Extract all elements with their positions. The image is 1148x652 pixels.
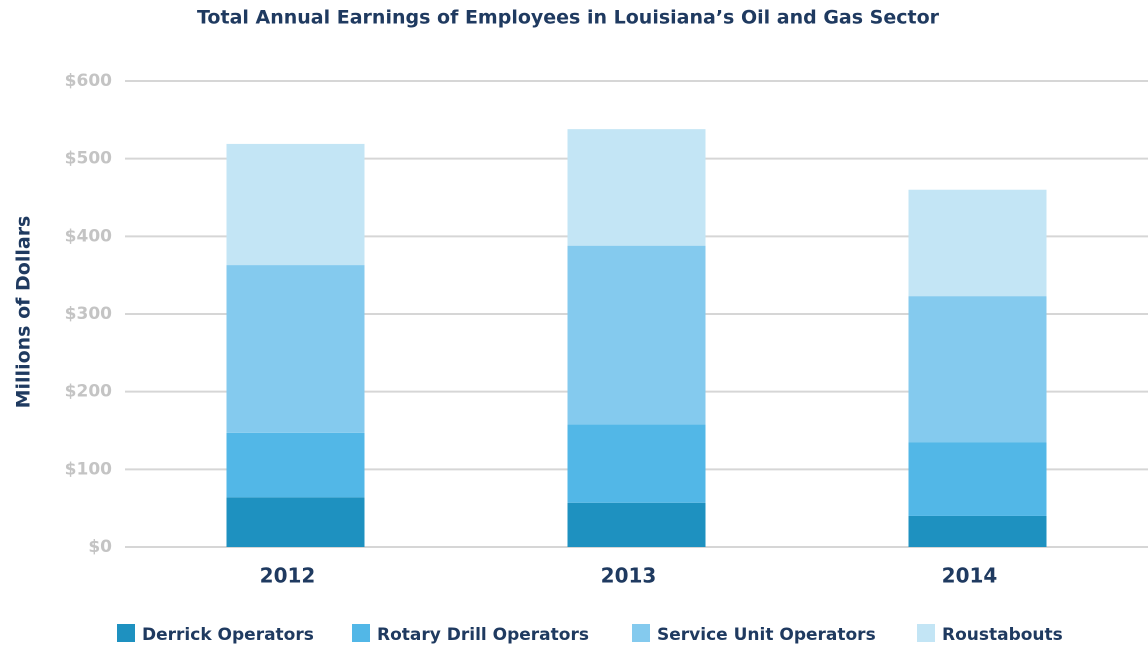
x-tick-label: 2012 xyxy=(260,564,316,588)
bar-segment xyxy=(567,129,706,246)
legend-swatch xyxy=(352,624,370,642)
legend-label: Service Unit Operators xyxy=(657,625,876,645)
bar-segment xyxy=(908,442,1047,516)
legend-swatch xyxy=(917,624,935,642)
x-tick-label: 2013 xyxy=(601,564,657,588)
legend-label: Roustabouts xyxy=(942,625,1063,645)
x-tick-label: 2014 xyxy=(942,564,998,588)
bar-segment xyxy=(226,432,365,498)
bar-segment xyxy=(908,515,1047,547)
bar-segment xyxy=(908,189,1047,297)
y-tick-label: $300 xyxy=(65,304,112,324)
chart-title: Total Annual Earnings of Employees in Lo… xyxy=(197,7,940,29)
legend-label: Derrick Operators xyxy=(142,625,314,645)
legend-swatch xyxy=(117,624,135,642)
bar-segment xyxy=(226,143,365,266)
bar-segment xyxy=(908,296,1047,443)
y-tick-label: $200 xyxy=(65,382,112,402)
y-tick-label: $600 xyxy=(65,71,112,91)
legend-swatch xyxy=(632,624,650,642)
y-tick-label: $100 xyxy=(65,459,112,479)
y-tick-label: $0 xyxy=(88,537,112,557)
y-tick-label: $500 xyxy=(65,149,112,169)
bar-segment xyxy=(226,497,365,547)
bar-segment xyxy=(567,424,706,503)
y-tick-label: $400 xyxy=(65,226,112,246)
bar-segment xyxy=(226,265,365,433)
bar-segment xyxy=(567,245,706,425)
legend-label: Rotary Drill Operators xyxy=(377,625,589,645)
y-axis-label: Millions of Dollars xyxy=(13,216,35,409)
bar-segment xyxy=(567,502,706,547)
